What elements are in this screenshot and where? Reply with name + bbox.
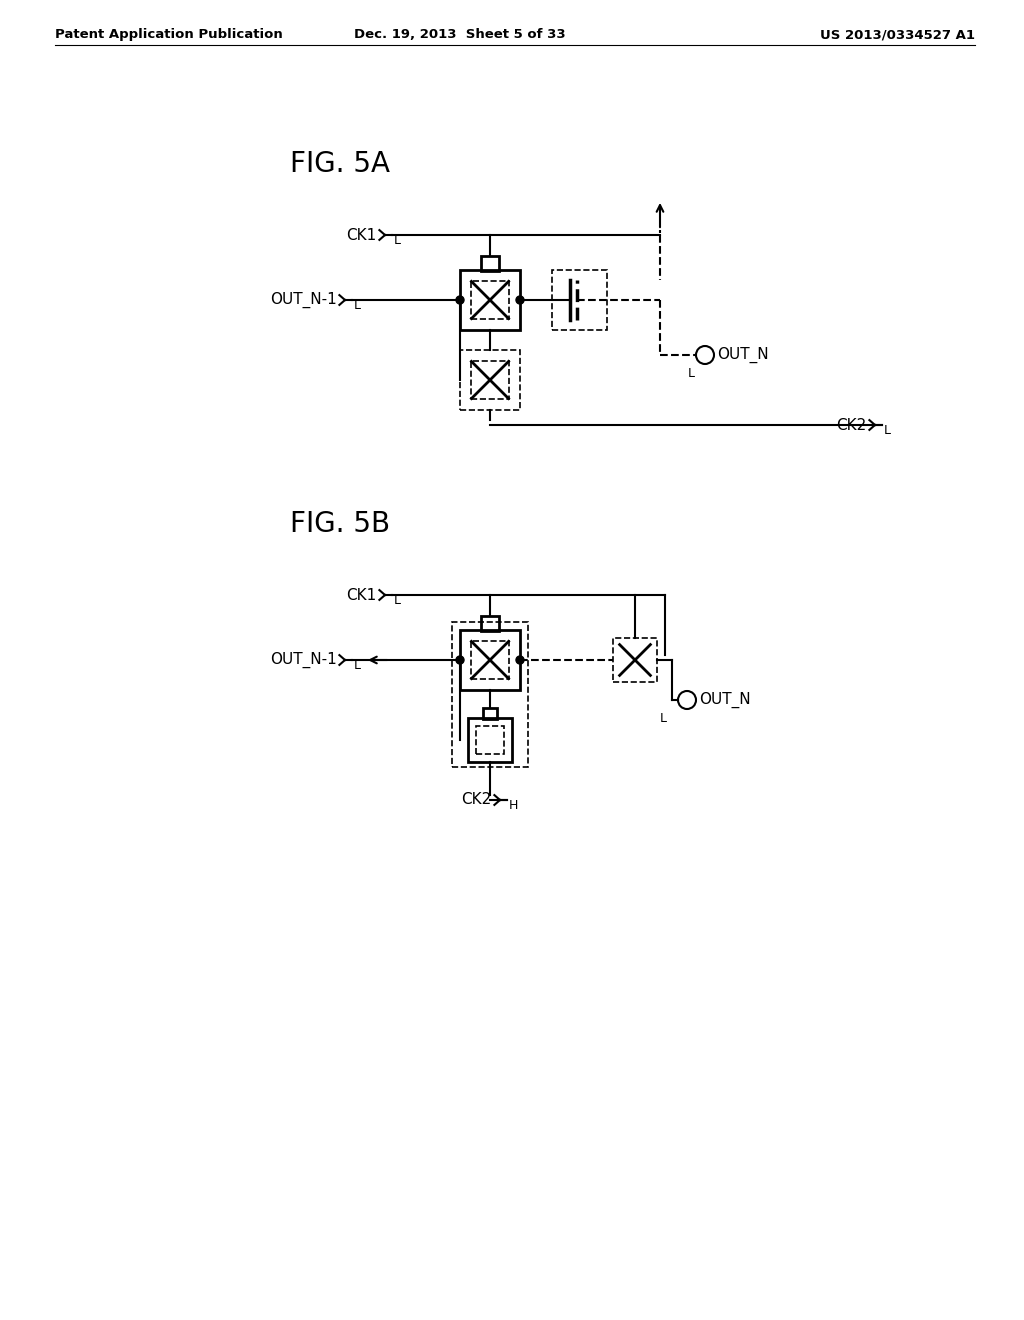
Text: US 2013/0334527 A1: US 2013/0334527 A1: [820, 28, 975, 41]
Bar: [460, 350, 520, 411]
Text: L: L: [394, 234, 401, 247]
Text: CK1: CK1: [346, 587, 377, 602]
Text: OUT_N-1: OUT_N-1: [269, 292, 337, 308]
Text: CK1: CK1: [346, 227, 377, 243]
Text: OUT_N-1: OUT_N-1: [269, 652, 337, 668]
Bar: [481, 616, 499, 631]
Bar: [471, 281, 509, 318]
Text: L: L: [394, 594, 401, 607]
Bar: [613, 638, 657, 682]
Text: CK2: CK2: [461, 792, 492, 808]
Bar: [460, 630, 520, 690]
Bar: [552, 271, 607, 330]
Bar: [483, 708, 497, 719]
Bar: [468, 718, 512, 762]
Bar: [471, 362, 509, 399]
Text: Dec. 19, 2013  Sheet 5 of 33: Dec. 19, 2013 Sheet 5 of 33: [354, 28, 566, 41]
Bar: [452, 622, 528, 767]
Text: FIG. 5A: FIG. 5A: [290, 150, 390, 178]
Bar: [460, 271, 520, 330]
Bar: [471, 642, 509, 678]
Circle shape: [516, 296, 524, 304]
Text: L: L: [688, 367, 695, 380]
Text: FIG. 5B: FIG. 5B: [290, 510, 390, 539]
Text: L: L: [884, 424, 891, 437]
Text: CK2: CK2: [837, 417, 866, 433]
Circle shape: [456, 296, 464, 304]
Text: L: L: [354, 659, 361, 672]
Text: L: L: [660, 711, 667, 725]
Circle shape: [516, 656, 524, 664]
Text: OUT_N: OUT_N: [717, 347, 769, 363]
Bar: [476, 726, 504, 754]
Text: Patent Application Publication: Patent Application Publication: [55, 28, 283, 41]
Circle shape: [456, 656, 464, 664]
Text: L: L: [354, 300, 361, 312]
Text: OUT_N: OUT_N: [699, 692, 751, 708]
Bar: [481, 256, 499, 271]
Text: H: H: [509, 799, 518, 812]
